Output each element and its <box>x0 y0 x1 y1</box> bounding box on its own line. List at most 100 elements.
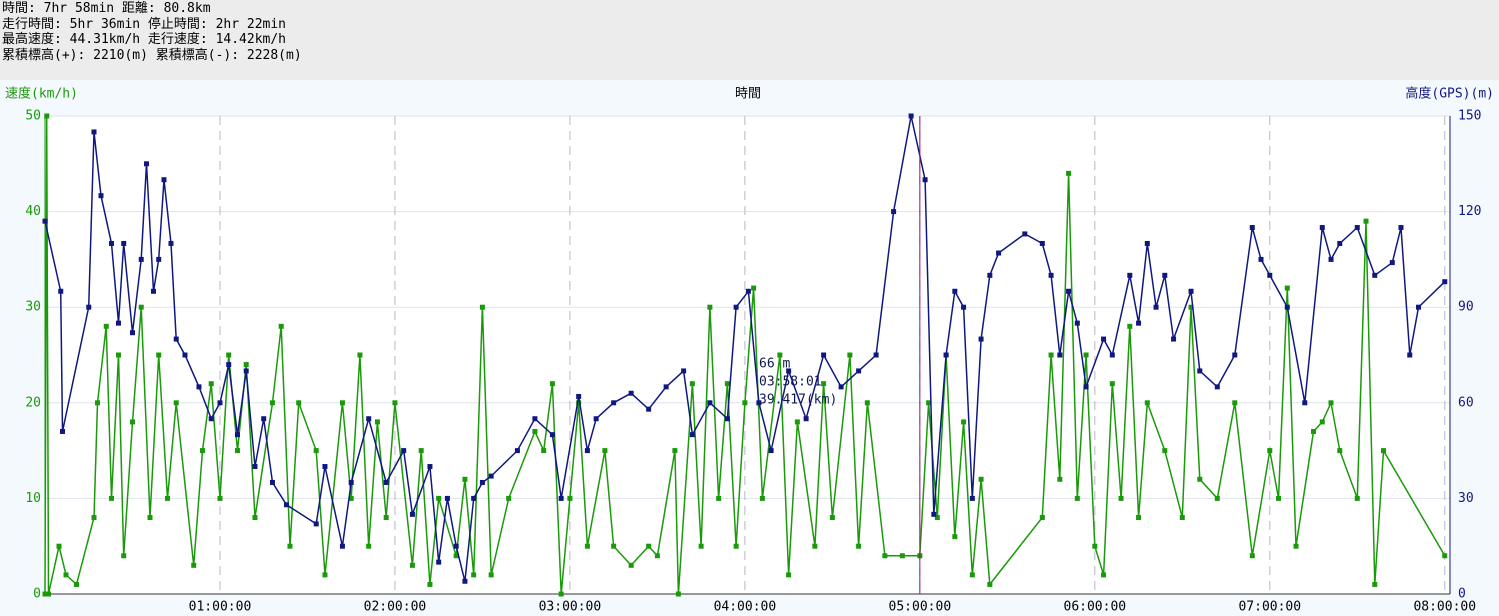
point <box>1109 352 1115 358</box>
summary: 時間: 7hr 58min 距離: 80.8km 走行時間: 5hr 36min … <box>0 0 1499 80</box>
point <box>1442 279 1448 285</box>
point <box>1162 448 1168 454</box>
point <box>173 336 179 342</box>
point <box>243 368 249 374</box>
point <box>1136 320 1142 326</box>
point <box>707 400 713 406</box>
point <box>873 352 879 358</box>
point <box>462 578 468 584</box>
y2-tick-label: 60 <box>1458 395 1474 410</box>
point <box>1066 288 1072 294</box>
point <box>462 476 468 482</box>
point <box>611 400 617 406</box>
point <box>1188 288 1194 294</box>
point <box>196 384 202 390</box>
y-axis-label: 速度(km/h) <box>5 86 78 102</box>
chart-title: 時間 <box>735 87 761 102</box>
point <box>208 381 214 387</box>
point <box>1232 400 1238 406</box>
y-tick-label: 40 <box>25 204 41 219</box>
point <box>1232 352 1238 358</box>
point <box>584 543 590 549</box>
x-tick-label: 02:00:00 <box>364 600 427 615</box>
x-tick-label: 01:00:00 <box>189 600 252 615</box>
point <box>1249 553 1255 559</box>
point <box>943 352 949 358</box>
point <box>150 288 156 294</box>
point <box>1162 272 1168 278</box>
point <box>488 473 494 479</box>
point <box>217 400 223 406</box>
point <box>199 448 205 454</box>
point <box>168 240 174 246</box>
point <box>922 177 928 183</box>
point <box>1048 352 1054 358</box>
point <box>42 591 48 597</box>
point <box>479 304 485 310</box>
point <box>1039 240 1045 246</box>
point <box>541 448 547 454</box>
point <box>453 553 459 559</box>
point <box>156 352 162 358</box>
point <box>532 416 538 422</box>
point <box>94 400 100 406</box>
y2-tick-label: 0 <box>1458 587 1466 602</box>
point <box>978 336 984 342</box>
point <box>514 448 520 454</box>
point <box>115 352 121 358</box>
point <box>339 400 345 406</box>
point <box>724 416 730 422</box>
point <box>549 381 555 387</box>
x-tick-label: 05:00:00 <box>889 600 952 615</box>
point <box>138 304 144 310</box>
point <box>1319 419 1325 425</box>
point <box>1153 304 1159 310</box>
point <box>996 250 1002 256</box>
point <box>856 368 862 374</box>
point <box>313 448 319 454</box>
point <box>339 543 345 549</box>
point <box>1267 272 1273 278</box>
point <box>829 515 835 521</box>
point <box>1179 515 1185 521</box>
point <box>628 562 634 568</box>
point <box>952 534 958 540</box>
point <box>252 464 258 470</box>
point <box>217 495 223 501</box>
point <box>1267 448 1273 454</box>
point <box>675 591 681 597</box>
point <box>681 368 687 374</box>
point <box>129 330 135 336</box>
point <box>532 428 538 434</box>
point <box>348 479 354 485</box>
point <box>698 543 704 549</box>
y-tick-label: 30 <box>25 300 41 315</box>
point <box>576 393 582 399</box>
chart: 速度(km/h) 高度(GPS)(m) 時間 0 10 20 30 40 50 0 30 60 9… <box>5 86 1494 615</box>
point <box>1258 256 1264 262</box>
plot-area <box>45 116 1450 594</box>
point <box>1057 352 1063 358</box>
x-tick-label: 08:00:00 <box>1413 600 1476 615</box>
point <box>1302 400 1308 406</box>
point <box>558 495 564 501</box>
point <box>91 129 97 135</box>
point <box>882 553 888 559</box>
point <box>724 381 730 387</box>
point <box>1214 495 1220 501</box>
point <box>646 543 652 549</box>
point <box>742 400 748 406</box>
point <box>1442 553 1448 559</box>
point <box>226 352 232 358</box>
point <box>969 495 975 501</box>
point <box>663 384 669 390</box>
point <box>129 419 135 425</box>
point <box>759 495 765 501</box>
point <box>1354 495 1360 501</box>
point <box>479 479 485 485</box>
summary-line: 累積標高(+): 2210(m) 累積標高(-): 2228(m) <box>2 47 302 63</box>
point <box>1127 323 1133 329</box>
point <box>1337 240 1343 246</box>
point <box>1171 336 1177 342</box>
